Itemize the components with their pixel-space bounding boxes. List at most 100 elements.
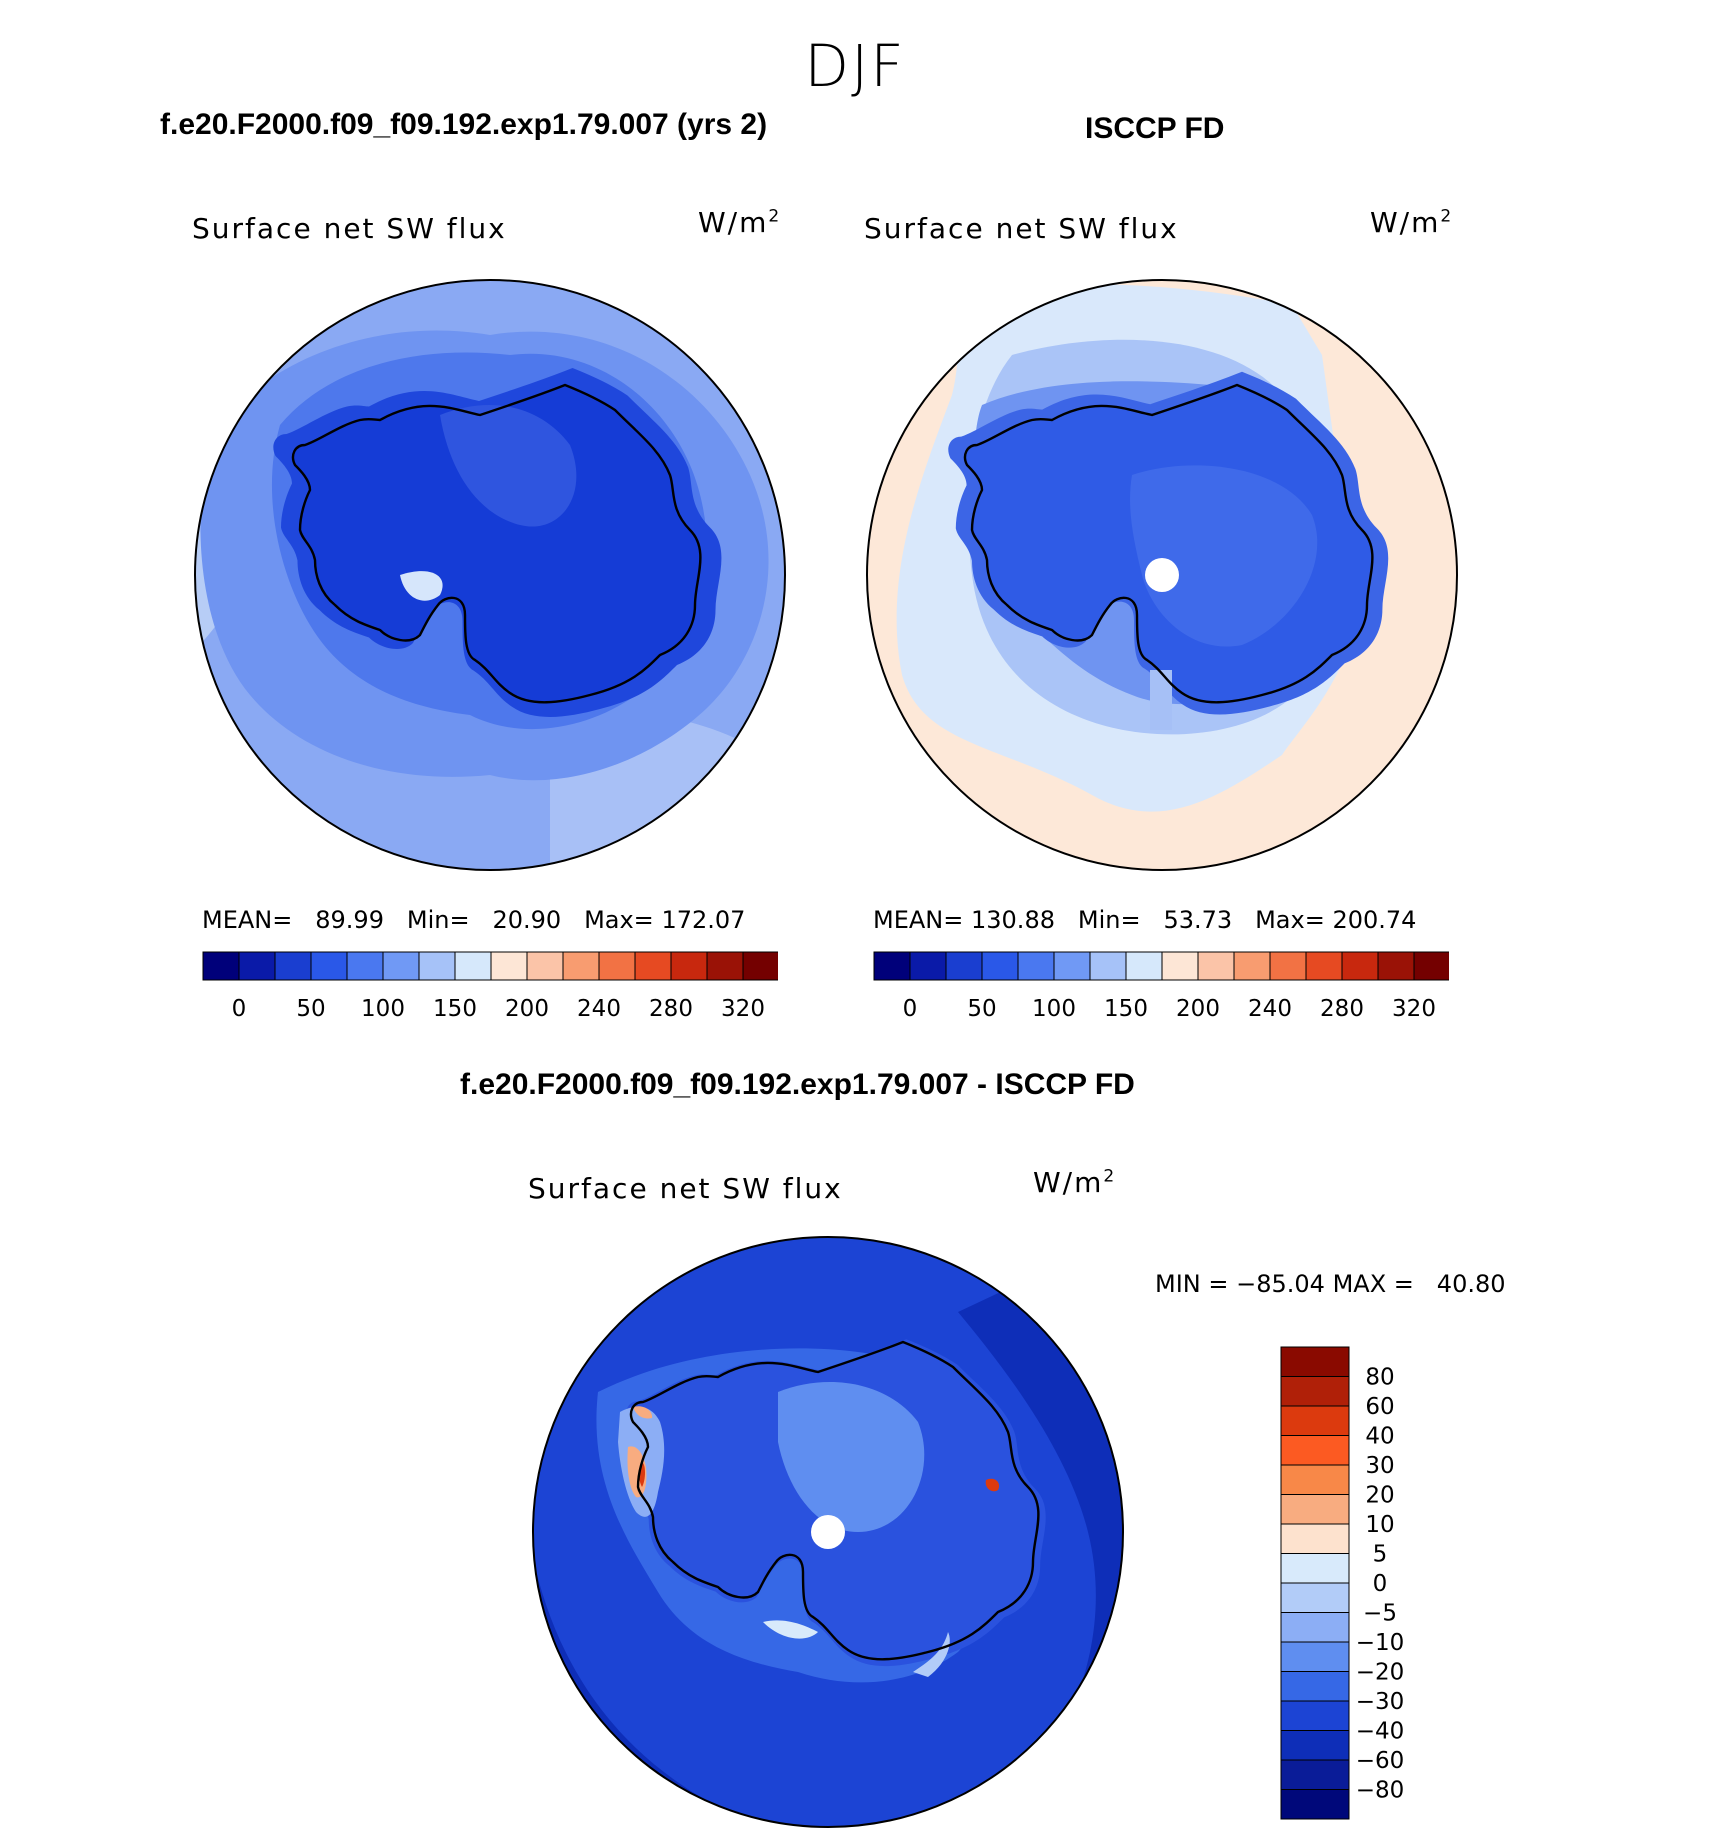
model-colorbar-box [526, 951, 564, 981]
model-colorbar-label: 280 [649, 996, 693, 1022]
obs-units-label: W/m2 [1370, 206, 1454, 239]
obs-map-border [866, 279, 1458, 871]
obs-colorbar-box [1089, 951, 1127, 981]
diff-colorbar-box [1280, 1376, 1350, 1407]
obs-colorbar-box [1161, 951, 1199, 981]
diff-colorbar-box [1280, 1553, 1350, 1584]
obs-colorbar-label: 0 [903, 996, 918, 1022]
obs-variable-label: Surface net SW flux [864, 212, 1179, 245]
diff-map-border [532, 1236, 1124, 1828]
obs-colorbar: 0 50 100 150 200 240 280 320 [873, 951, 1449, 1022]
diff-colorbar-label: −60 [1356, 1748, 1405, 1774]
diff-colorbar-box [1280, 1730, 1350, 1761]
diff-colorbar-box [1280, 1789, 1350, 1820]
diff-colorbar-label: 0 [1373, 1571, 1388, 1597]
diff-colorbar-box [1280, 1759, 1350, 1790]
model-colorbar-box [670, 951, 708, 981]
diff-colorbar-label: −80 [1356, 1778, 1405, 1804]
diff-field-patch [778, 1382, 925, 1532]
obs-colorbar-box [1341, 951, 1379, 981]
obs-colorbar-box [1125, 951, 1163, 981]
obs-colorbar-box [1413, 951, 1449, 981]
diff-colorbar-label: −30 [1356, 1689, 1405, 1715]
model-polar-map [194, 279, 786, 871]
pole-hole-icon [1145, 558, 1179, 592]
diff-colorbar-box [1280, 1700, 1350, 1731]
model-field-patch [400, 571, 443, 601]
diff-units-label: W/m2 [1033, 1166, 1117, 1199]
diff-colorbar-label: 10 [1365, 1512, 1394, 1538]
diff-field-warm [633, 1406, 653, 1419]
diff-variable-label: Surface net SW flux [528, 1172, 843, 1205]
model-colorbar: 0 50 100 150 200 240 280 320 [202, 951, 778, 1022]
model-case-title: f.e20.F2000.f09_f09.192.exp1.79.007 (yrs… [160, 108, 768, 141]
obs-colorbar-label: 100 [1032, 996, 1076, 1022]
model-colorbar-box [490, 951, 528, 981]
diff-colorbar-label: 30 [1365, 1453, 1394, 1479]
season-title: DJF [804, 32, 906, 100]
diff-colorbar-box [1280, 1582, 1350, 1613]
diff-colorbar-label: 5 [1373, 1542, 1388, 1568]
diff-colorbar-label: −5 [1363, 1601, 1397, 1627]
obs-colorbar-label: 240 [1248, 996, 1292, 1022]
diff-colorbar-box [1280, 1641, 1350, 1672]
obs-colorbar-label: 200 [1176, 996, 1220, 1022]
model-variable-label: Surface net SW flux [192, 212, 507, 245]
diff-colorbar-label: −10 [1356, 1630, 1405, 1656]
model-map-border [194, 279, 786, 871]
diff-colorbar-box [1280, 1494, 1350, 1525]
obs-stats: MEAN= 130.88 Min= 53.73 Max= 200.74 [873, 906, 1417, 934]
obs-colorbar-label: 50 [967, 996, 996, 1022]
obs-colorbar-box [1233, 951, 1271, 981]
model-colorbar-box [634, 951, 672, 981]
diff-stats: MIN = −85.04 MAX = 40.80 [1155, 1270, 1506, 1298]
model-colorbar-box [562, 951, 600, 981]
diff-case-title: f.e20.F2000.f09_f09.192.exp1.79.007 - IS… [460, 1068, 1135, 1101]
model-colorbar-box [346, 951, 384, 981]
obs-polar-map [866, 279, 1458, 871]
obs-colorbar-box [1053, 951, 1091, 981]
model-colorbar-box [598, 951, 636, 981]
diff-polar-map [532, 1236, 1124, 1828]
diff-colorbar-label: 60 [1365, 1394, 1394, 1420]
diff-colorbar-label: −20 [1356, 1660, 1405, 1686]
obs-colorbar-box [981, 951, 1019, 981]
diff-colorbar-box [1280, 1671, 1350, 1702]
model-colorbar-label: 50 [296, 996, 325, 1022]
model-colorbar-box [454, 951, 492, 981]
diff-field-patch [913, 1632, 950, 1677]
model-colorbar-label: 0 [232, 996, 247, 1022]
model-colorbar-box [274, 951, 312, 981]
model-colorbar-box [202, 951, 240, 981]
model-colorbar-box [418, 951, 456, 981]
model-stats: MEAN= 89.99 Min= 20.90 Max= 172.07 [202, 906, 746, 934]
obs-colorbar-box [1305, 951, 1343, 981]
diff-colorbar-box [1280, 1464, 1350, 1495]
diff-colorbar-label: 80 [1365, 1365, 1394, 1391]
diff-colorbar-box [1280, 1346, 1350, 1377]
diff-colorbar-label: 20 [1365, 1483, 1394, 1509]
model-colorbar-label: 240 [577, 996, 621, 1022]
obs-colorbar-box [873, 951, 911, 981]
model-colorbar-label: 320 [721, 996, 765, 1022]
diff-colorbar-box [1280, 1405, 1350, 1436]
model-colorbar-box [310, 951, 348, 981]
model-colorbar-box [238, 951, 276, 981]
diff-field-patch [763, 1620, 818, 1639]
diff-colorbar-label: 40 [1365, 1424, 1394, 1450]
model-colorbar-box [742, 951, 778, 981]
model-colorbar-label: 150 [433, 996, 477, 1022]
diff-colorbar-box [1280, 1523, 1350, 1554]
model-colorbar-label: 200 [505, 996, 549, 1022]
obs-field-patch [1130, 465, 1318, 647]
diff-colorbar: 80 60 40 30 20 10 5 0 −5 −10 −20 −30 −40 −60 −80 [1280, 1346, 1405, 1820]
model-field-patch [440, 405, 577, 527]
obs-colorbar-box [945, 951, 983, 981]
model-units-label: W/m2 [698, 206, 782, 239]
obs-case-title: ISCCP FD [1085, 112, 1225, 145]
obs-colorbar-box [1017, 951, 1055, 981]
diff-colorbar-box [1280, 1612, 1350, 1643]
model-colorbar-box [382, 951, 420, 981]
model-colorbar-box [706, 951, 744, 981]
obs-colorbar-box [1269, 951, 1307, 981]
